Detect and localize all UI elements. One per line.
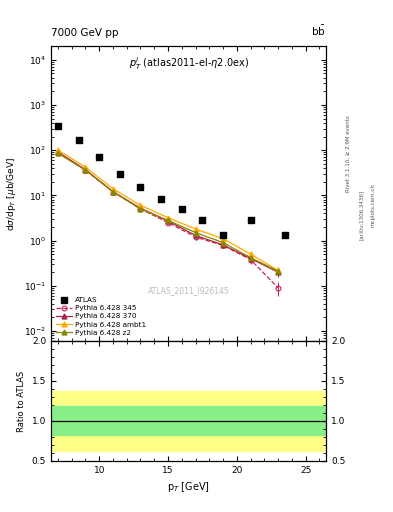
Text: ATLAS_2011_I926145: ATLAS_2011_I926145 [148, 286, 230, 295]
Y-axis label: d$\sigma$/dp$_T$ [$\mu$b/GeV]: d$\sigma$/dp$_T$ [$\mu$b/GeV] [6, 156, 18, 231]
Text: [arXiv:1306.3436]: [arXiv:1306.3436] [359, 190, 364, 240]
Point [75, 136, 82, 144]
Point [282, 231, 288, 240]
Point [117, 169, 123, 178]
Text: b$\bar{\rm b}$: b$\bar{\rm b}$ [312, 24, 326, 38]
Point [220, 231, 226, 240]
Point [96, 153, 102, 161]
Point [179, 205, 185, 213]
Point [138, 183, 144, 191]
Text: Rivet 3.1.10, ≥ 2.9M events: Rivet 3.1.10, ≥ 2.9M events [345, 115, 350, 192]
Point [158, 195, 164, 203]
Y-axis label: Ratio to ATLAS: Ratio to ATLAS [17, 370, 26, 432]
Point [199, 216, 206, 224]
Text: 7000 GeV pp: 7000 GeV pp [51, 28, 119, 38]
Text: $p_T^l$ (atlas2011-el-$\eta$2.0ex): $p_T^l$ (atlas2011-el-$\eta$2.0ex) [129, 55, 249, 72]
Legend: ATLAS, Pythia 6.428 345, Pythia 6.428 370, Pythia 6.428 ambt1, Pythia 6.428 z2: ATLAS, Pythia 6.428 345, Pythia 6.428 37… [55, 295, 147, 337]
Point [55, 121, 61, 130]
Text: mcplots.cern.ch: mcplots.cern.ch [371, 183, 376, 227]
Point [248, 216, 254, 224]
X-axis label: p$_T$ [GeV]: p$_T$ [GeV] [167, 480, 210, 494]
